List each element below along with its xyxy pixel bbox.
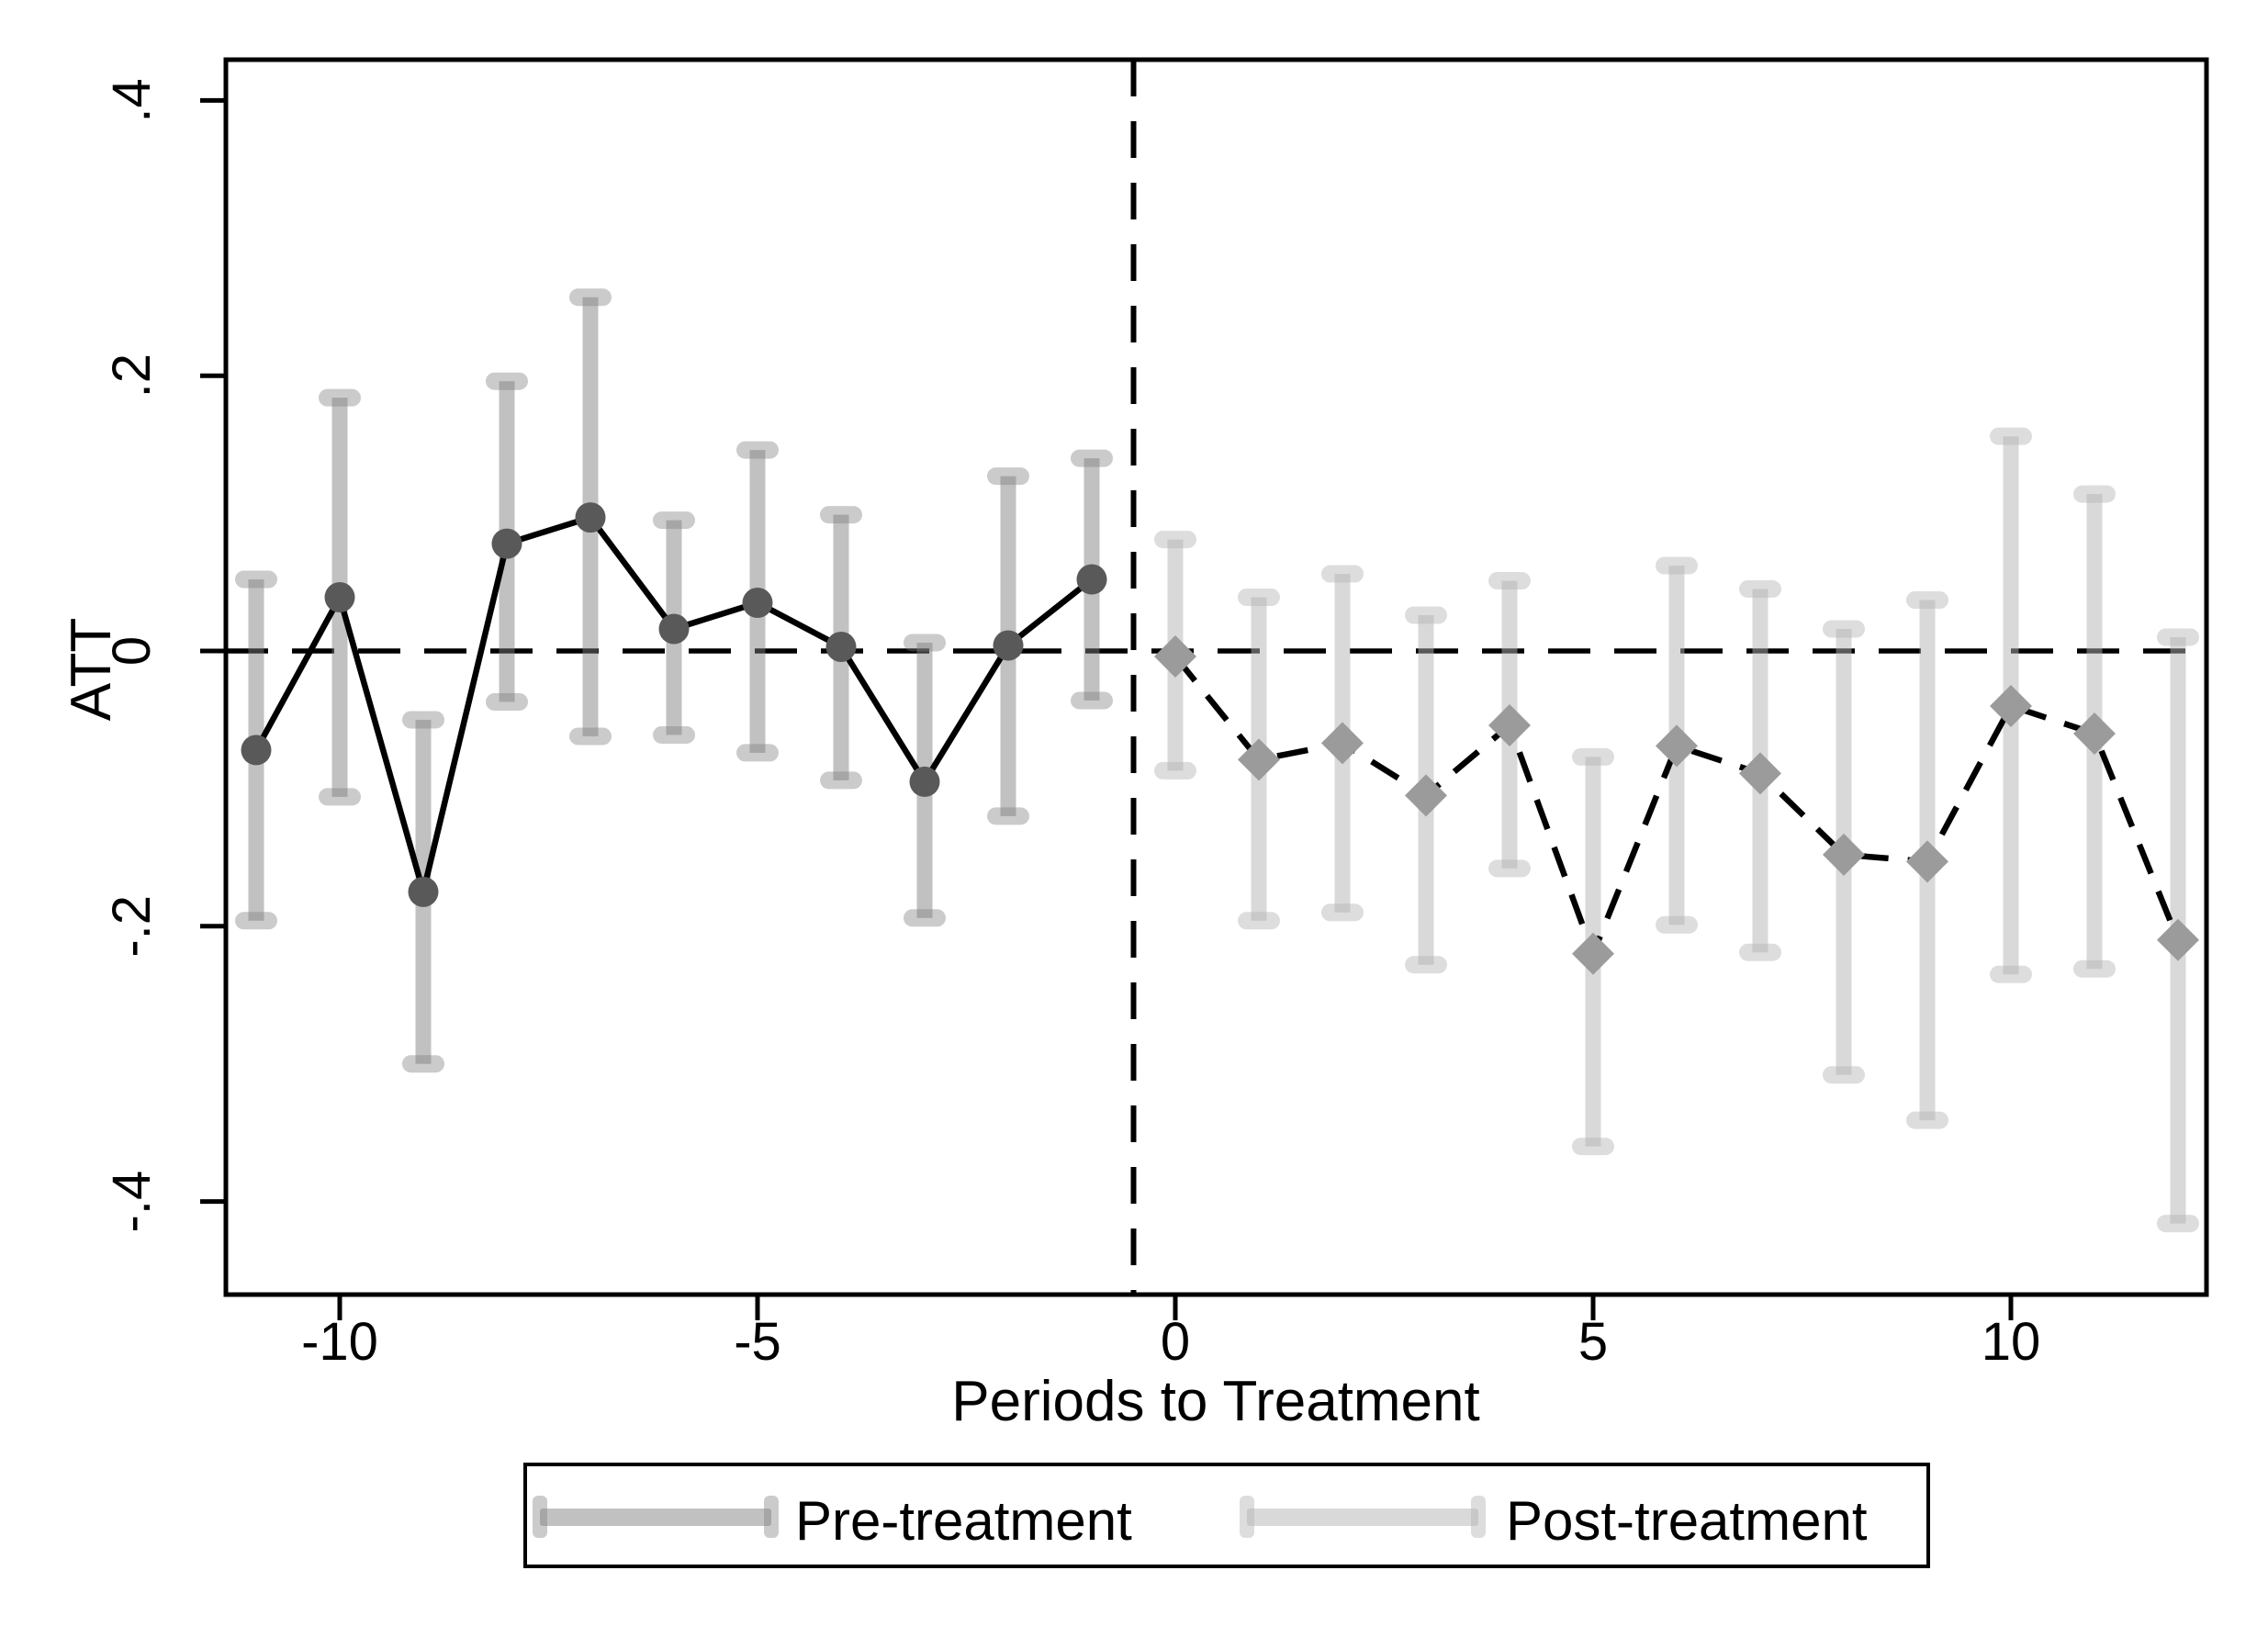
- y-tick-label: 0: [102, 636, 162, 666]
- y-tick-label: .4: [102, 78, 162, 122]
- pre-ci-cap-top: [1071, 449, 1113, 467]
- post-ci-cap-bottom: [1154, 761, 1196, 780]
- legend-label-post: Post-treatment: [1506, 1490, 1868, 1552]
- pre-ci-cap-top: [653, 511, 695, 530]
- pre-marker: [825, 632, 857, 663]
- pre-marker: [742, 588, 773, 619]
- pre-ci-cap-top: [736, 441, 779, 459]
- post-marker: [1739, 752, 1781, 795]
- post-marker: [1321, 722, 1364, 765]
- x-tick-label: -5: [734, 1312, 781, 1372]
- pre-ci-cap-top: [820, 506, 862, 524]
- pre-ci-cap-top: [987, 467, 1029, 486]
- pre-marker: [324, 582, 355, 613]
- post-legend-cap-right: [1471, 1496, 1486, 1538]
- pre-ci-cap-bottom: [736, 744, 779, 762]
- y-tick-label: -.4: [102, 1171, 162, 1233]
- post-ci-cap-bottom: [1906, 1111, 1948, 1129]
- post-marker: [2073, 712, 2116, 755]
- pre-ci-cap-top: [569, 288, 612, 307]
- post-marker: [2157, 918, 2199, 961]
- y-axis-title: ATT: [60, 617, 123, 722]
- pre-marker: [909, 766, 940, 797]
- post-marker: [1823, 833, 1865, 876]
- pre-ci-cap-bottom: [1071, 691, 1113, 710]
- pre-legend-bar: [540, 1509, 771, 1526]
- post-marker: [1906, 840, 1948, 883]
- pre-ci-cap-bottom: [319, 788, 361, 806]
- post-marker: [1990, 684, 2032, 727]
- pre-legend-cap-right: [764, 1496, 779, 1538]
- pre-ci-cap-top: [486, 372, 528, 390]
- post-marker: [1238, 738, 1280, 781]
- pre-ci-cap-bottom: [402, 1055, 444, 1073]
- legend-label-pre: Pre-treatment: [795, 1490, 1132, 1552]
- x-tick-label: 10: [1982, 1312, 2041, 1372]
- pre-ci-cap-bottom: [235, 912, 277, 930]
- pre-ci-cap-bottom: [987, 807, 1029, 825]
- post-marker: [1405, 774, 1447, 817]
- pre-marker: [1076, 564, 1107, 595]
- pre-marker: [241, 735, 272, 766]
- pre-ci-cap-bottom: [904, 909, 946, 927]
- post-marker: [1656, 724, 1698, 768]
- pre-ci-cap-bottom: [653, 725, 695, 744]
- pre-marker: [993, 630, 1024, 661]
- pre-ci-cap-bottom: [820, 771, 862, 790]
- y-tick-label: -.2: [102, 895, 162, 958]
- pre-marker: [491, 528, 522, 559]
- pre-ci-cap-top: [319, 388, 361, 407]
- pre-marker: [658, 613, 690, 645]
- post-marker: [1572, 932, 1614, 975]
- x-tick-label: 5: [1578, 1312, 1608, 1372]
- pre-legend-cap-left: [533, 1496, 547, 1538]
- post-marker: [1154, 634, 1196, 678]
- x-tick-label: 0: [1161, 1312, 1190, 1372]
- pre-ci-cap-bottom: [486, 692, 528, 711]
- y-tick-label: .2: [102, 353, 162, 398]
- post-legend-bar: [1247, 1509, 1478, 1526]
- pre-marker: [408, 876, 439, 907]
- post-marker: [1488, 703, 1531, 746]
- legend-box: Pre-treatment Post-treatment: [523, 1463, 1930, 1568]
- pre-ci-cap-bottom: [569, 727, 612, 746]
- x-axis-title: Periods to Treatment: [951, 1370, 1480, 1433]
- x-tick-label: -10: [301, 1312, 378, 1372]
- pre-ci-cap-top: [235, 570, 277, 589]
- plot-border: [223, 57, 2209, 1297]
- pre-marker: [575, 502, 606, 533]
- pre-ci-cap-top: [904, 634, 946, 652]
- pre-ci-cap-top: [402, 711, 444, 729]
